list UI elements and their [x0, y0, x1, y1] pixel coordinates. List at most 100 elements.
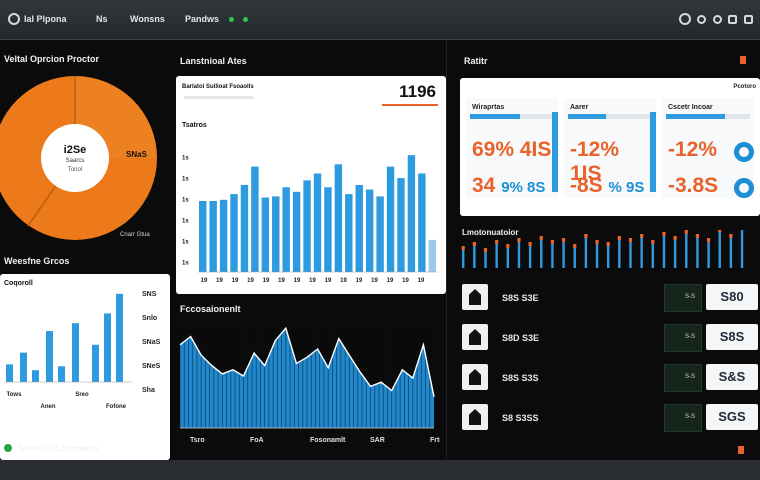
spark-chart[interactable]: [458, 230, 758, 270]
kpi-tile-3[interactable]: Cscetr Incoar -12% -3.8S: [662, 98, 754, 198]
kpi-value-secondary: -8S % 9S: [570, 174, 645, 197]
row-value[interactable]: S80: [706, 284, 758, 310]
spark-cap: [651, 240, 655, 244]
spark-cap: [617, 236, 621, 240]
y-tick-label: Snlo: [142, 315, 157, 322]
bottom-title: Wsioe Inl Locomento: [18, 444, 99, 453]
spark-cap: [528, 242, 532, 246]
spark-bar: [551, 244, 554, 268]
bar: [365, 189, 374, 272]
spark-bar: [495, 244, 498, 268]
main-bar-value-underline: [382, 104, 438, 106]
spark-bar: [540, 240, 543, 268]
x-tick-label: 19: [294, 278, 301, 284]
kpi-tile-2[interactable]: Aarer -12% 1IS -8S % 9S: [564, 98, 656, 198]
y-tick-label: SNaS: [142, 339, 161, 346]
row-label: S8 S3SS: [502, 413, 539, 423]
house-icon[interactable]: [462, 364, 488, 390]
bar: [428, 239, 436, 272]
donut-panel-title: Veltal Oprcion Proctor: [4, 54, 100, 64]
house-icon[interactable]: [462, 284, 488, 310]
x-tick-label: 19: [216, 278, 223, 284]
x-tick-label: Fofone: [106, 404, 127, 410]
row-indicator-text: S-S: [684, 374, 695, 380]
spark-cap: [606, 242, 610, 246]
status-dot: [229, 17, 234, 22]
spark-bar: [517, 242, 521, 268]
search-icon[interactable]: [679, 13, 691, 25]
nav-item-2[interactable]: Wonsns: [130, 14, 165, 24]
x-tick-label: 19: [232, 278, 239, 284]
row-indicator-text: S-S: [684, 294, 695, 300]
spark-cap: [662, 232, 666, 236]
spark-cap: [461, 246, 465, 250]
kpi-progress: [568, 114, 652, 119]
status-dot: [243, 17, 248, 22]
x-tick-label: 19: [340, 278, 347, 284]
row-value[interactable]: S8S: [706, 324, 758, 350]
y-tick-label: 1s: [182, 240, 189, 246]
bar: [397, 178, 405, 272]
bar: [6, 364, 13, 382]
area-line: [179, 326, 435, 397]
x-tick-label: Fosonamlt: [310, 437, 346, 444]
main-bar-subtitle: Tsatros: [182, 122, 207, 129]
bar: [313, 173, 322, 272]
area-chart[interactable]: Tsro FoA Fosonamlt SAR Frtos: [176, 316, 440, 450]
x-tick-label: Anen: [41, 404, 56, 410]
bar: [72, 323, 79, 382]
bar: [303, 180, 311, 272]
user-icon[interactable]: [744, 15, 753, 24]
donut-center-value: i2Se: [63, 144, 87, 156]
spark-bar: [685, 234, 688, 268]
row-value[interactable]: S&S: [706, 364, 758, 390]
bar: [230, 194, 238, 272]
top-bar: Ial Plpona Ns Wonsns Pandws: [0, 0, 760, 40]
main-bar-chart[interactable]: 1s 1s 1s 1s 1s 1s 19 19 19 19 19 19 19 19 19 19 19 19 19 19…: [176, 76, 446, 294]
small-bar-chart[interactable]: SNS Snlo SNaS SNeS Sha Tows Anen Sreo Fofone: [0, 274, 170, 460]
y-tick-label: Sha: [142, 387, 155, 394]
kpi-menu-icon[interactable]: [740, 56, 746, 64]
spark-bar: [573, 248, 576, 268]
x-tick-label: 19: [201, 278, 208, 284]
donut-center-sub: Tonol: [67, 167, 83, 173]
spark-bar: [462, 250, 465, 268]
donut-center-label: Saarcs: [65, 158, 85, 164]
x-tick-label: 19: [418, 278, 425, 284]
bar: [418, 173, 426, 272]
bar: [116, 293, 123, 382]
kpi-card: Wiraprtas 69% 4IS 34 9% 8S Aarer -12% 1I…: [460, 78, 760, 216]
house-icon[interactable]: [462, 404, 488, 430]
dashboard-canvas: Veltal Oprcion Proctor i2Se Saarcs Tonol…: [0, 40, 760, 460]
corner-icon[interactable]: [738, 446, 744, 454]
y-tick-label: 1s: [182, 198, 189, 204]
house-icon[interactable]: [462, 324, 488, 350]
row-value[interactable]: SGS: [706, 404, 758, 430]
x-tick-label: Frtos: [430, 437, 440, 444]
kpi-value-primary: -12%: [668, 138, 718, 161]
y-tick-label: SNeS: [142, 363, 161, 370]
bar: [272, 196, 280, 272]
kpi-panel-title: Ratitr: [464, 56, 488, 66]
bell-icon[interactable]: [697, 15, 706, 24]
donut-chart[interactable]: [0, 70, 170, 250]
row-indicator: S-S: [664, 404, 702, 432]
bar: [345, 194, 353, 272]
small-bar-card: Coqoroll SNS Snlo SNaS SNeS Sha Tows Anen Sreo F…: [0, 274, 170, 460]
spark-cap: [506, 244, 510, 248]
bar: [209, 200, 217, 272]
kpi-edge: [650, 112, 656, 192]
x-tick-label: 19: [356, 278, 363, 284]
x-tick-label: 19: [309, 278, 316, 284]
help-icon[interactable]: [728, 15, 737, 24]
kpi-tile-1[interactable]: Wiraprtas 69% 4IS 34 9% 8S: [466, 98, 558, 198]
settings-icon[interactable]: [713, 15, 722, 24]
bar: [240, 184, 249, 272]
nav-item-1[interactable]: Ns: [96, 14, 108, 24]
bar: [58, 366, 65, 382]
bar: [251, 166, 259, 272]
nav-item-3[interactable]: Pandws: [185, 14, 220, 24]
main-bar-progress: [184, 96, 254, 99]
divider: [446, 40, 447, 460]
spark-cap: [640, 234, 644, 238]
